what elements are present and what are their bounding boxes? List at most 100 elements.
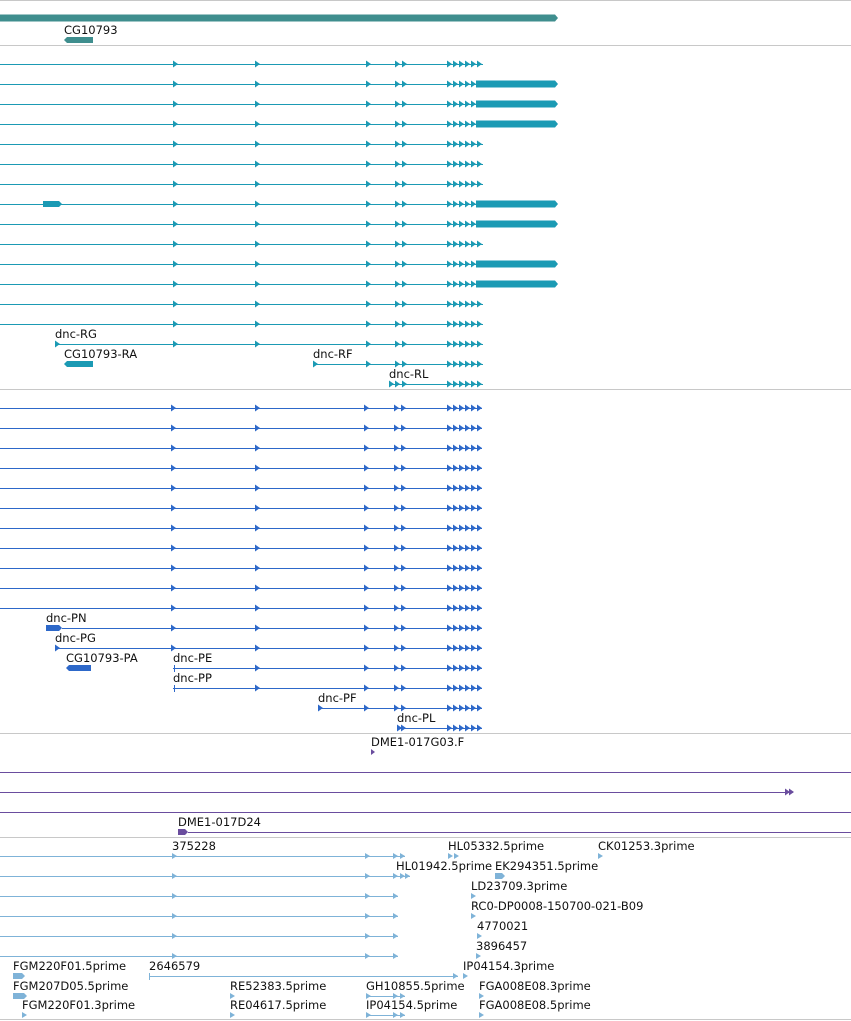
exon-arrow[interactable]: [459, 140, 464, 148]
exon-arrow[interactable]: [401, 704, 406, 712]
exon-arrow[interactable]: [366, 160, 371, 168]
exon-arrow[interactable]: [255, 280, 260, 288]
exon-block[interactable]: [64, 361, 93, 367]
exon-arrow[interactable]: [465, 724, 470, 732]
exon-arrow[interactable]: [447, 300, 452, 308]
exon-arrow[interactable]: [447, 624, 452, 632]
exon-arrow[interactable]: [400, 1012, 405, 1018]
exon-arrow[interactable]: [365, 953, 370, 959]
exon-arrow[interactable]: [477, 320, 482, 328]
exon-arrow[interactable]: [395, 240, 400, 248]
exon-arrow[interactable]: [477, 644, 482, 652]
exon-arrow[interactable]: [465, 544, 470, 552]
exon-arrow[interactable]: [447, 220, 452, 228]
exon-arrow[interactable]: [394, 404, 399, 412]
exon-arrow[interactable]: [447, 340, 452, 348]
exon-arrow[interactable]: [477, 484, 482, 492]
exon-arrow[interactable]: [598, 853, 603, 859]
exon-arrow[interactable]: [453, 80, 458, 88]
exon-arrow[interactable]: [477, 444, 482, 452]
exon-arrow[interactable]: [453, 564, 458, 572]
exon-arrow[interactable]: [401, 404, 406, 412]
exon-arrow[interactable]: [366, 340, 371, 348]
exon-arrow[interactable]: [477, 544, 482, 552]
exon-arrow[interactable]: [22, 1012, 27, 1018]
exon-block[interactable]: [66, 665, 91, 671]
exon-arrow[interactable]: [255, 260, 260, 268]
exon-arrow[interactable]: [459, 180, 464, 188]
exon-arrow[interactable]: [453, 644, 458, 652]
exon-arrow[interactable]: [453, 100, 458, 108]
exon-arrow[interactable]: [453, 604, 458, 612]
exon-arrow[interactable]: [255, 240, 260, 248]
exon-arrow[interactable]: [447, 60, 452, 68]
exon-arrow[interactable]: [172, 933, 177, 939]
exon-arrow[interactable]: [394, 644, 399, 652]
exon-arrow[interactable]: [471, 644, 476, 652]
exon-arrow[interactable]: [364, 704, 369, 712]
exon-arrow[interactable]: [453, 300, 458, 308]
exon-arrow[interactable]: [402, 260, 407, 268]
exon-arrow[interactable]: [453, 380, 458, 388]
exon-arrow[interactable]: [402, 100, 407, 108]
exon-arrow[interactable]: [366, 240, 371, 248]
exon-arrow[interactable]: [172, 893, 177, 899]
exon-arrow[interactable]: [171, 624, 176, 632]
exon-arrow[interactable]: [255, 504, 260, 512]
utr-block[interactable]: [476, 200, 558, 208]
exon-arrow[interactable]: [395, 300, 400, 308]
exon-arrow[interactable]: [459, 220, 464, 228]
exon-arrow[interactable]: [789, 788, 794, 796]
exon-arrow[interactable]: [471, 604, 476, 612]
exon-arrow[interactable]: [173, 140, 178, 148]
exon-arrow[interactable]: [255, 340, 260, 348]
exon-arrow[interactable]: [173, 340, 178, 348]
exon-arrow[interactable]: [471, 624, 476, 632]
exon-arrow[interactable]: [394, 584, 399, 592]
exon-arrow[interactable]: [400, 853, 405, 859]
exon-arrow[interactable]: [402, 80, 407, 88]
exon-arrow[interactable]: [459, 644, 464, 652]
exon-arrow[interactable]: [459, 684, 464, 692]
exon-arrow[interactable]: [459, 380, 464, 388]
exon-arrow[interactable]: [394, 604, 399, 612]
gene-span[interactable]: [0, 14, 558, 22]
exon-arrow[interactable]: [393, 953, 398, 959]
exon-arrow[interactable]: [465, 564, 470, 572]
exon-arrow[interactable]: [465, 704, 470, 712]
exon-arrow[interactable]: [447, 644, 452, 652]
exon-arrow[interactable]: [453, 340, 458, 348]
exon-arrow[interactable]: [459, 584, 464, 592]
exon-arrow[interactable]: [394, 484, 399, 492]
exon-arrow[interactable]: [477, 240, 482, 248]
exon-arrow[interactable]: [471, 893, 476, 899]
exon-arrow[interactable]: [371, 749, 375, 755]
exon-arrow[interactable]: [453, 584, 458, 592]
exon-arrow[interactable]: [401, 664, 406, 672]
exon-arrow[interactable]: [453, 664, 458, 672]
exon-arrow[interactable]: [477, 60, 482, 68]
exon-arrow[interactable]: [402, 140, 407, 148]
exon-arrow[interactable]: [465, 380, 470, 388]
exon-arrow[interactable]: [447, 404, 452, 412]
exon-arrow[interactable]: [173, 180, 178, 188]
exon-arrow[interactable]: [255, 664, 260, 672]
utr-block[interactable]: [476, 260, 558, 268]
exon-arrow[interactable]: [465, 644, 470, 652]
exon-arrow[interactable]: [471, 220, 476, 228]
exon-arrow[interactable]: [459, 80, 464, 88]
exon-arrow[interactable]: [465, 200, 470, 208]
exon-arrow[interactable]: [255, 604, 260, 612]
exon-arrow[interactable]: [255, 564, 260, 572]
exon-arrow[interactable]: [459, 424, 464, 432]
exon-arrow[interactable]: [459, 340, 464, 348]
exon-arrow[interactable]: [447, 604, 452, 612]
exon-arrow[interactable]: [401, 724, 406, 732]
exon-arrow[interactable]: [465, 424, 470, 432]
exon-arrow[interactable]: [401, 644, 406, 652]
exon-arrow[interactable]: [459, 504, 464, 512]
exon-arrow[interactable]: [453, 484, 458, 492]
exon-arrow[interactable]: [459, 360, 464, 368]
exon-arrow[interactable]: [393, 933, 398, 939]
exon-arrow[interactable]: [402, 340, 407, 348]
